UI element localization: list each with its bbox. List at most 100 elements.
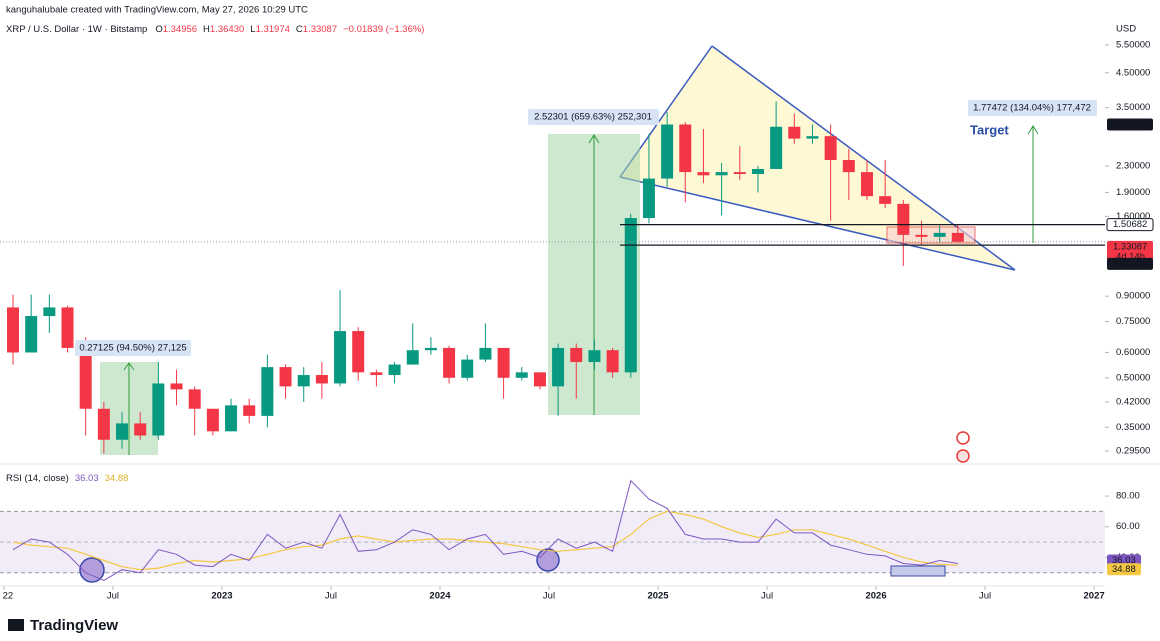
symbol-line: XRP / U.S. Dollar · 1W · Bitstamp O1.3495…	[6, 24, 424, 35]
candle-body	[188, 389, 201, 409]
candle-body	[824, 136, 837, 161]
candle-body	[661, 124, 674, 179]
candle-body	[61, 307, 74, 348]
y-tick-label: 60.00	[1116, 521, 1140, 532]
rsi-last-box	[1107, 563, 1141, 576]
price-box-label: 1.30000	[1113, 258, 1147, 269]
candle-body	[879, 196, 892, 204]
candle-body	[315, 375, 328, 384]
ohlc-value: 1.33087	[303, 24, 337, 35]
candle-body	[334, 331, 347, 384]
x-tick-label: 2027	[1084, 591, 1105, 602]
oversold-box	[890, 565, 946, 577]
x-tick-label: Jul	[543, 591, 555, 602]
candle-body	[497, 347, 510, 378]
y-tick-label: 0.42000	[1116, 397, 1150, 408]
y-tick-label: 2.30000	[1116, 160, 1150, 171]
candle-body	[842, 160, 855, 173]
x-tick-label: 2023	[211, 591, 232, 602]
rsi-ma-value: 34.88	[105, 473, 129, 484]
candle-body	[588, 350, 601, 363]
ohlc-key: L	[250, 24, 255, 35]
y-tick-label: 4.50000	[1116, 67, 1150, 78]
y-tick-label: 0.75000	[1116, 316, 1150, 327]
measure-label-bg	[75, 340, 191, 356]
oversold-marker	[79, 557, 105, 583]
candle-body	[225, 405, 238, 432]
price-box	[1107, 257, 1153, 270]
y-tick-label: 0.29500	[1116, 446, 1150, 457]
candle-body	[860, 172, 873, 197]
icon[interactable]	[956, 431, 970, 445]
ohlc-value: 1.36430	[210, 24, 244, 35]
price-box-label: 1.33087	[1113, 241, 1147, 252]
candle-body	[261, 367, 274, 416]
ohlc-value: 1.31974	[256, 24, 290, 35]
candle-body	[25, 316, 38, 353]
candle-body	[533, 372, 546, 387]
price-box-label: 3.10000	[1113, 119, 1147, 130]
wedge-fill	[620, 46, 1015, 270]
candle-body	[715, 172, 728, 176]
y-tick-label: 3.50000	[1116, 102, 1150, 113]
measure-label-bg	[528, 109, 659, 125]
candle-body	[116, 423, 129, 440]
candle-body	[733, 172, 746, 175]
measure-label-bg	[968, 100, 1097, 116]
price-box-label: 1.50682	[1113, 219, 1147, 230]
candle-body	[152, 383, 165, 436]
candle-body	[897, 203, 910, 235]
x-tick-label: 22	[3, 591, 14, 602]
candle-body	[479, 347, 492, 360]
target-label: Target	[970, 122, 1009, 137]
candle-body	[406, 350, 419, 365]
candle-body	[424, 347, 437, 351]
candle-body	[770, 126, 783, 169]
candle-body	[679, 124, 692, 173]
rsi-value: 36.03	[75, 473, 99, 484]
x-tick-label: Jul	[107, 591, 119, 602]
candle-body	[134, 423, 147, 436]
candle-body	[388, 364, 401, 376]
x-tick-label: Jul	[761, 591, 773, 602]
measure-label: 0.27125 (94.50%) 27,125	[79, 343, 186, 354]
x-tick-label: 2026	[865, 591, 886, 602]
price-box	[1107, 240, 1153, 263]
rsi-last-label: 36.03	[1112, 555, 1136, 566]
candle-body	[206, 408, 219, 432]
measure-arrow-head	[588, 134, 600, 144]
candle-body	[443, 347, 456, 378]
x-tick-label: Jul	[979, 591, 991, 602]
candle-body	[297, 375, 310, 387]
candle-body	[606, 350, 619, 373]
candle-body	[642, 178, 655, 219]
candle-body	[697, 172, 710, 176]
candle-body	[97, 408, 110, 440]
candle-body	[243, 405, 256, 416]
x-tick-label: 2025	[647, 591, 669, 602]
candle-body	[279, 367, 292, 387]
price-pane: 5.50000 4.50000 3.50000 2.30000 1.90000 1.600…	[0, 39, 1154, 602]
oversold-marker	[536, 548, 560, 572]
price-box	[1107, 118, 1153, 131]
icon[interactable]	[956, 449, 970, 463]
x-tick-label: 2024	[429, 591, 451, 602]
measure-label: 2.52301 (659.63%) 252,301	[534, 112, 652, 123]
candle-body	[570, 347, 583, 363]
logo-mark	[8, 619, 24, 631]
y-tick-label: 80.00	[1116, 491, 1140, 502]
y-tick-label: 0.60000	[1116, 347, 1150, 358]
rsi-title: RSI (14, close)	[6, 473, 69, 484]
measure-arrow-head	[123, 362, 135, 371]
rsi-line	[12, 479, 958, 581]
candle-body	[806, 136, 819, 139]
candle-body	[933, 232, 946, 237]
currency: USD	[1116, 24, 1136, 35]
candle-body	[624, 218, 637, 373]
countdown: 4d 14h	[1116, 251, 1145, 262]
ohlc-key: O	[155, 24, 162, 35]
candle-body	[352, 331, 365, 373]
y-tick-label: 1.60000	[1116, 211, 1150, 222]
